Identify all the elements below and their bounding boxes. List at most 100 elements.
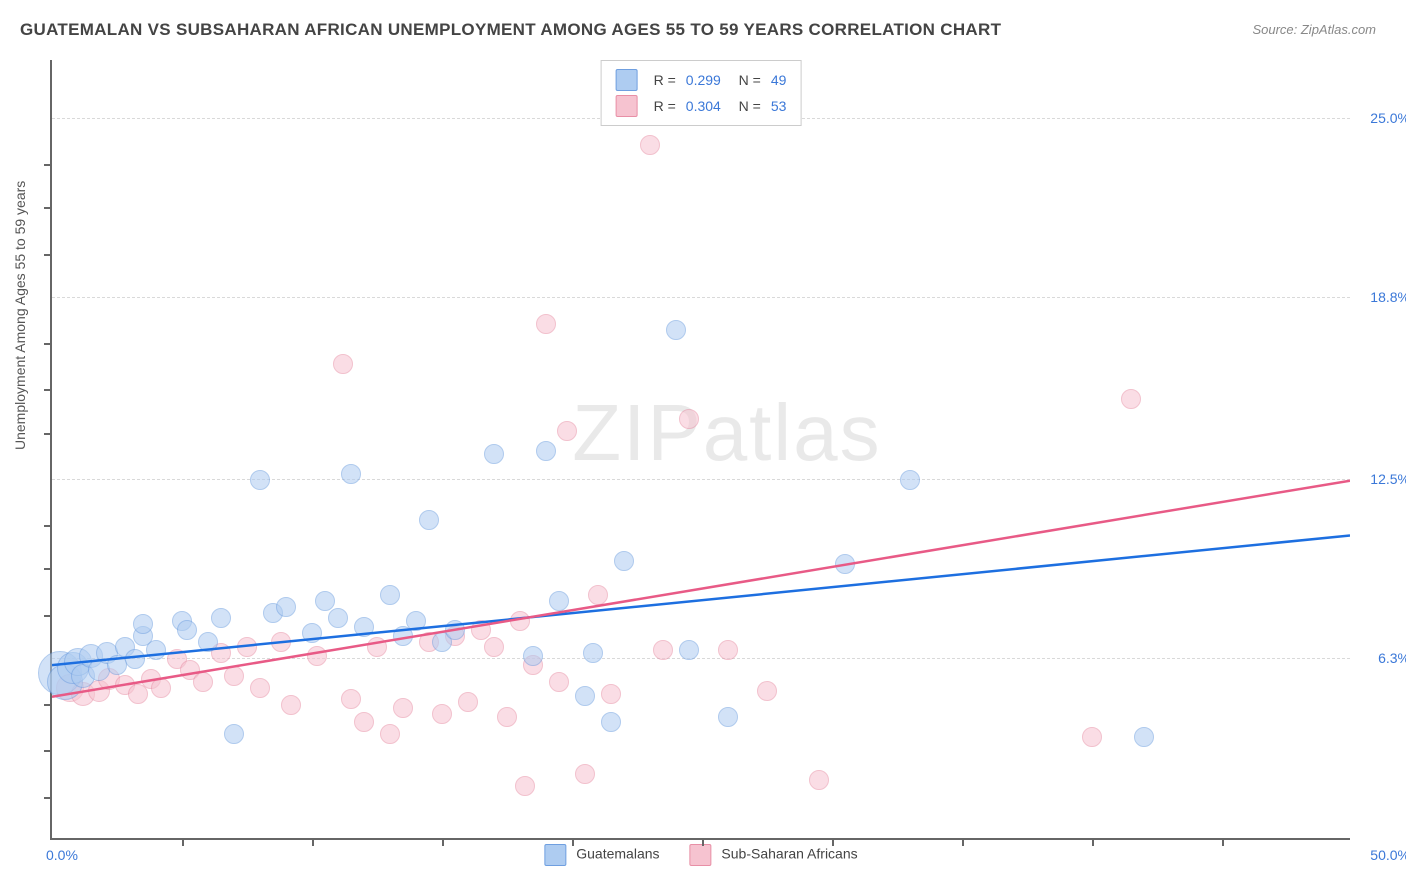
watermark: ZIPatlas bbox=[572, 387, 881, 479]
y-tick-label: 18.8% bbox=[1360, 289, 1406, 305]
data-point-guatemalans bbox=[198, 632, 218, 652]
legend-n-value: 49 bbox=[771, 72, 787, 88]
data-point-guatemalans bbox=[406, 611, 426, 631]
data-point-subsaharan bbox=[367, 637, 387, 657]
y-tick-label: 12.5% bbox=[1360, 471, 1406, 487]
data-point-subsaharan bbox=[588, 585, 608, 605]
regression-lines bbox=[52, 60, 1350, 838]
x-tick-label: 0.0% bbox=[46, 847, 78, 863]
source-label: Source: ZipAtlas.com bbox=[1252, 22, 1376, 37]
y-tick bbox=[44, 207, 52, 209]
legend-item-guatemalans: Guatemalans bbox=[544, 844, 659, 866]
data-point-subsaharan bbox=[432, 704, 452, 724]
data-point-guatemalans bbox=[250, 470, 270, 490]
x-tick-label: 50.0% bbox=[1370, 847, 1406, 863]
data-point-guatemalans bbox=[211, 608, 231, 628]
x-tick bbox=[1222, 838, 1224, 846]
x-tick bbox=[442, 838, 444, 846]
legend-r-value: 0.304 bbox=[686, 98, 721, 114]
data-point-subsaharan bbox=[250, 678, 270, 698]
gridline bbox=[52, 658, 1350, 659]
x-tick bbox=[1092, 838, 1094, 846]
y-tick bbox=[44, 343, 52, 345]
data-point-subsaharan bbox=[224, 666, 244, 686]
data-point-guatemalans bbox=[107, 655, 127, 675]
data-point-guatemalans bbox=[315, 591, 335, 611]
data-point-guatemalans bbox=[583, 643, 603, 663]
data-point-guatemalans bbox=[380, 585, 400, 605]
series-legend: Guatemalans Sub-Saharan Africans bbox=[544, 844, 857, 866]
data-point-guatemalans bbox=[354, 617, 374, 637]
legend-n-label: N = bbox=[731, 72, 761, 88]
data-point-guatemalans bbox=[718, 707, 738, 727]
scatter-chart: ZIPatlas R = 0.299 N = 49 R = 0.304 N = … bbox=[50, 60, 1350, 840]
data-point-guatemalans bbox=[484, 444, 504, 464]
data-point-guatemalans bbox=[125, 649, 145, 669]
legend-row-guatemalans: R = 0.299 N = 49 bbox=[616, 67, 787, 93]
data-point-guatemalans bbox=[341, 464, 361, 484]
data-point-subsaharan bbox=[1121, 389, 1141, 409]
data-point-subsaharan bbox=[1082, 727, 1102, 747]
data-point-subsaharan bbox=[281, 695, 301, 715]
legend-r-value: 0.299 bbox=[686, 72, 721, 88]
legend-item-subsaharan: Sub-Saharan Africans bbox=[690, 844, 858, 866]
data-point-subsaharan bbox=[601, 684, 621, 704]
data-point-guatemalans bbox=[276, 597, 296, 617]
data-point-subsaharan bbox=[484, 637, 504, 657]
data-point-subsaharan bbox=[151, 678, 171, 698]
data-point-subsaharan bbox=[757, 681, 777, 701]
data-point-subsaharan bbox=[333, 354, 353, 374]
legend-r-label: R = bbox=[654, 72, 676, 88]
regression-line bbox=[52, 481, 1350, 697]
data-point-subsaharan bbox=[536, 314, 556, 334]
data-point-guatemalans bbox=[419, 510, 439, 530]
data-point-subsaharan bbox=[393, 698, 413, 718]
y-tick bbox=[44, 389, 52, 391]
x-tick bbox=[182, 838, 184, 846]
gridline bbox=[52, 297, 1350, 298]
x-tick bbox=[572, 838, 574, 846]
x-tick bbox=[312, 838, 314, 846]
data-point-subsaharan bbox=[640, 135, 660, 155]
y-tick bbox=[44, 525, 52, 527]
legend-n-value: 53 bbox=[771, 98, 787, 114]
legend-r-label: R = bbox=[654, 98, 676, 114]
chart-title: GUATEMALAN VS SUBSAHARAN AFRICAN UNEMPLO… bbox=[20, 20, 1001, 40]
legend-row-subsaharan: R = 0.304 N = 53 bbox=[616, 93, 787, 119]
data-point-subsaharan bbox=[380, 724, 400, 744]
data-point-subsaharan bbox=[679, 409, 699, 429]
data-point-guatemalans bbox=[445, 620, 465, 640]
legend-label: Sub-Saharan Africans bbox=[721, 846, 857, 862]
data-point-guatemalans bbox=[900, 470, 920, 490]
data-point-subsaharan bbox=[809, 770, 829, 790]
data-point-subsaharan bbox=[497, 707, 517, 727]
y-tick bbox=[44, 568, 52, 570]
y-tick bbox=[44, 704, 52, 706]
data-point-guatemalans bbox=[679, 640, 699, 660]
data-point-subsaharan bbox=[341, 689, 361, 709]
y-tick bbox=[44, 797, 52, 799]
data-point-guatemalans bbox=[601, 712, 621, 732]
legend-label: Guatemalans bbox=[576, 846, 659, 862]
data-point-subsaharan bbox=[515, 776, 535, 796]
x-tick bbox=[702, 838, 704, 846]
x-tick bbox=[962, 838, 964, 846]
data-point-guatemalans bbox=[302, 623, 322, 643]
data-point-subsaharan bbox=[653, 640, 673, 660]
data-point-guatemalans bbox=[835, 554, 855, 574]
x-tick bbox=[832, 838, 834, 846]
y-tick-label: 6.3% bbox=[1360, 650, 1406, 666]
data-point-guatemalans bbox=[133, 614, 153, 634]
data-point-subsaharan bbox=[718, 640, 738, 660]
data-point-subsaharan bbox=[193, 672, 213, 692]
data-point-subsaharan bbox=[354, 712, 374, 732]
data-point-subsaharan bbox=[458, 692, 478, 712]
data-point-subsaharan bbox=[471, 620, 491, 640]
data-point-guatemalans bbox=[549, 591, 569, 611]
data-point-guatemalans bbox=[1134, 727, 1154, 747]
data-point-guatemalans bbox=[575, 686, 595, 706]
data-point-subsaharan bbox=[510, 611, 530, 631]
data-point-guatemalans bbox=[328, 608, 348, 628]
y-tick bbox=[44, 615, 52, 617]
data-point-subsaharan bbox=[575, 764, 595, 784]
